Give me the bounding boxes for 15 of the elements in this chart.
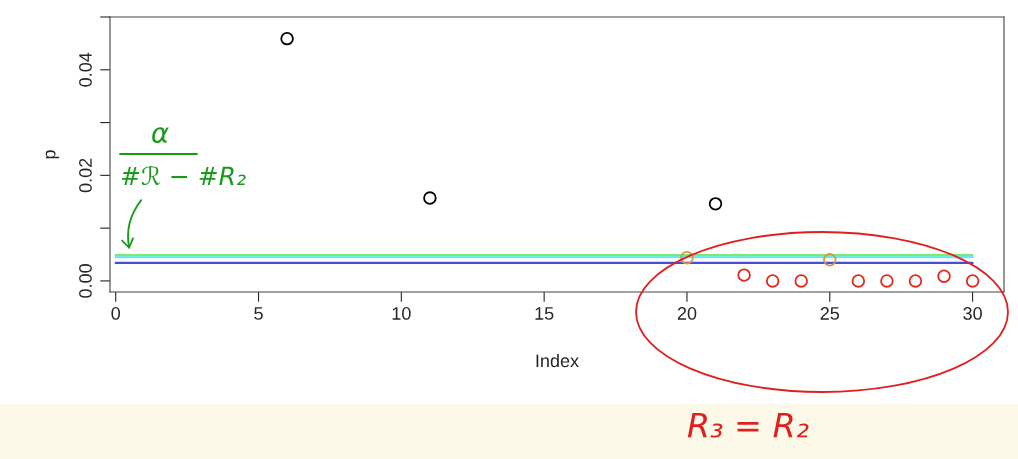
x-axis-title: Index <box>536 353 579 368</box>
x-tick-label: 10 <box>392 307 411 320</box>
x-tick-label: 5 <box>254 307 263 320</box>
y-tick-label: 0.02 <box>79 158 92 193</box>
x-tick-label: 30 <box>963 307 982 320</box>
x-tick-label: 25 <box>820 307 840 320</box>
x-tick-label: 15 <box>535 307 554 320</box>
x-tick-label: 0 <box>111 307 121 320</box>
y-axis-title: p <box>45 150 60 159</box>
y-tick-label: 0.04 <box>79 52 92 87</box>
text: R₃ = R₂ <box>687 412 809 438</box>
annotation: #ℛ − #R₂ <box>121 165 246 186</box>
y-tick-label: 0.00 <box>79 264 92 298</box>
x-tick-label: 20 <box>677 307 697 320</box>
annotation: α <box>152 127 169 143</box>
